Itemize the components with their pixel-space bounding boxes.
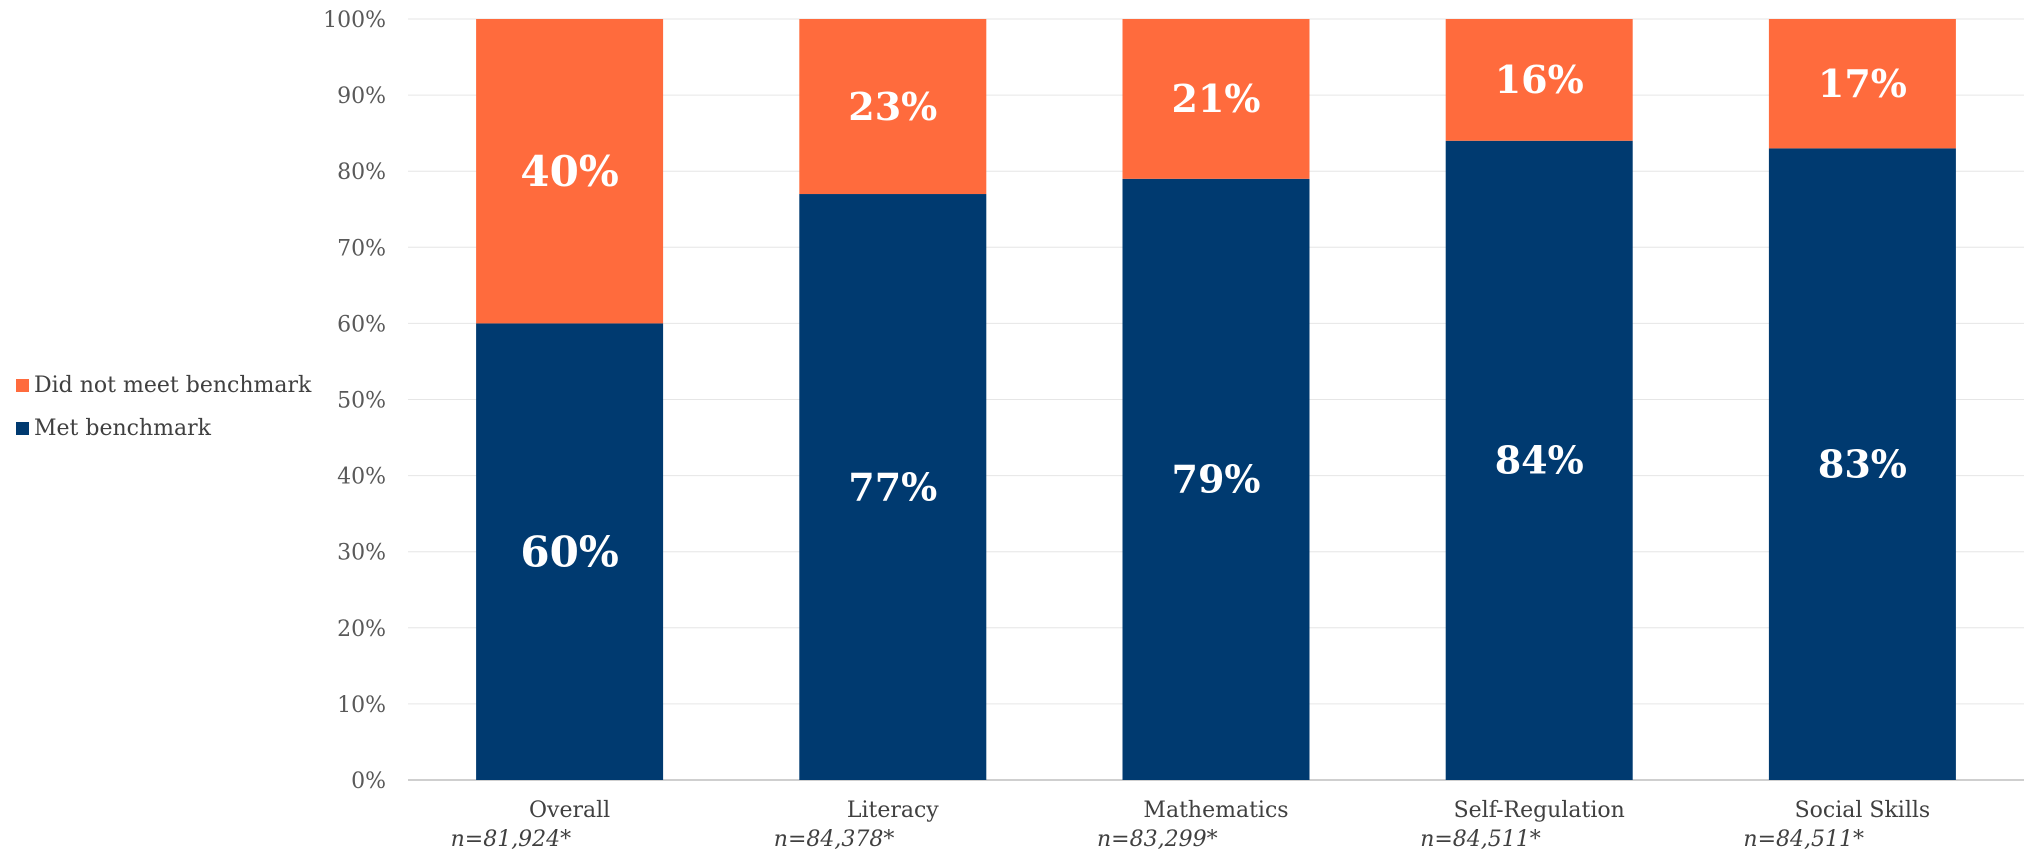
y-tick-label: 40% <box>337 465 386 490</box>
data-label-did-not-meet-benchmark: 40% <box>520 147 618 196</box>
x-axis: Overall n=81,924* Literacy n=84,378* Mathema… <box>451 798 1931 851</box>
y-axis-ticks: 0% 10% 20% 30% 40% 50% 60% 70% 80% 90% 100% <box>323 8 386 794</box>
data-label-did-not-meet-benchmark: 21% <box>1172 76 1261 121</box>
category-label: Literacy <box>847 798 939 823</box>
legend-entry: Did not meet benchmark <box>34 373 312 398</box>
data-label-met-benchmark: 84% <box>1495 438 1584 483</box>
bar-segment-did-not-meet-benchmark <box>1768 19 1956 149</box>
legend-entry: Met benchmark <box>34 416 212 441</box>
data-label-did-not-meet-benchmark: 23% <box>848 84 937 129</box>
y-tick-label: 100% <box>323 8 386 33</box>
bar-segment-met-benchmark <box>799 194 987 780</box>
y-tick-label: 30% <box>337 541 386 566</box>
sample-size-label: n=84,511* <box>1420 827 1541 851</box>
category-label: Social Skills <box>1795 798 1931 823</box>
y-tick-label: 80% <box>337 160 386 185</box>
sample-size-label: n=83,299* <box>1097 827 1218 851</box>
bar-segment-met-benchmark <box>476 323 664 780</box>
legend: Did not meet benchmark Met benchmark <box>16 373 312 441</box>
bars <box>476 19 1956 780</box>
y-tick-label: 70% <box>337 236 386 261</box>
y-tick-label: 50% <box>337 389 386 414</box>
bar-segment-did-not-meet-benchmark <box>799 19 987 195</box>
legend-swatch <box>16 379 29 392</box>
data-label-did-not-meet-benchmark: 17% <box>1818 61 1907 106</box>
bar-segment-did-not-meet-benchmark <box>1445 19 1633 141</box>
bar-segment-did-not-meet-benchmark <box>476 19 664 324</box>
sample-size-label: n=84,378* <box>774 827 895 851</box>
sample-size-label: n=81,924* <box>451 827 572 851</box>
data-label-met-benchmark: 83% <box>1818 441 1907 486</box>
sample-size-label: n=84,511* <box>1743 827 1864 851</box>
y-tick-label: 90% <box>337 84 386 109</box>
data-label-met-benchmark: 77% <box>848 464 937 509</box>
category-label: Overall <box>529 798 610 823</box>
bar-segment-met-benchmark <box>1122 178 1310 780</box>
y-tick-label: 20% <box>337 617 386 642</box>
data-label-did-not-meet-benchmark: 16% <box>1495 57 1584 102</box>
category-label: Self-Regulation <box>1454 798 1625 823</box>
bar-segment-met-benchmark <box>1445 140 1633 780</box>
y-tick-label: 60% <box>337 312 386 337</box>
data-label-met-benchmark: 60% <box>520 527 618 576</box>
data-label-met-benchmark: 79% <box>1172 457 1261 502</box>
bar-segment-met-benchmark <box>1768 148 1956 780</box>
data-labels: 60% 40% 77% 23% 79% 21% 84% 16% 83% 17% <box>520 57 1906 576</box>
category-label: Mathematics <box>1143 798 1288 823</box>
bar-segment-did-not-meet-benchmark <box>1122 19 1310 179</box>
legend-swatch <box>16 422 29 435</box>
y-tick-label: 10% <box>337 693 386 718</box>
y-tick-label: 0% <box>351 769 386 794</box>
